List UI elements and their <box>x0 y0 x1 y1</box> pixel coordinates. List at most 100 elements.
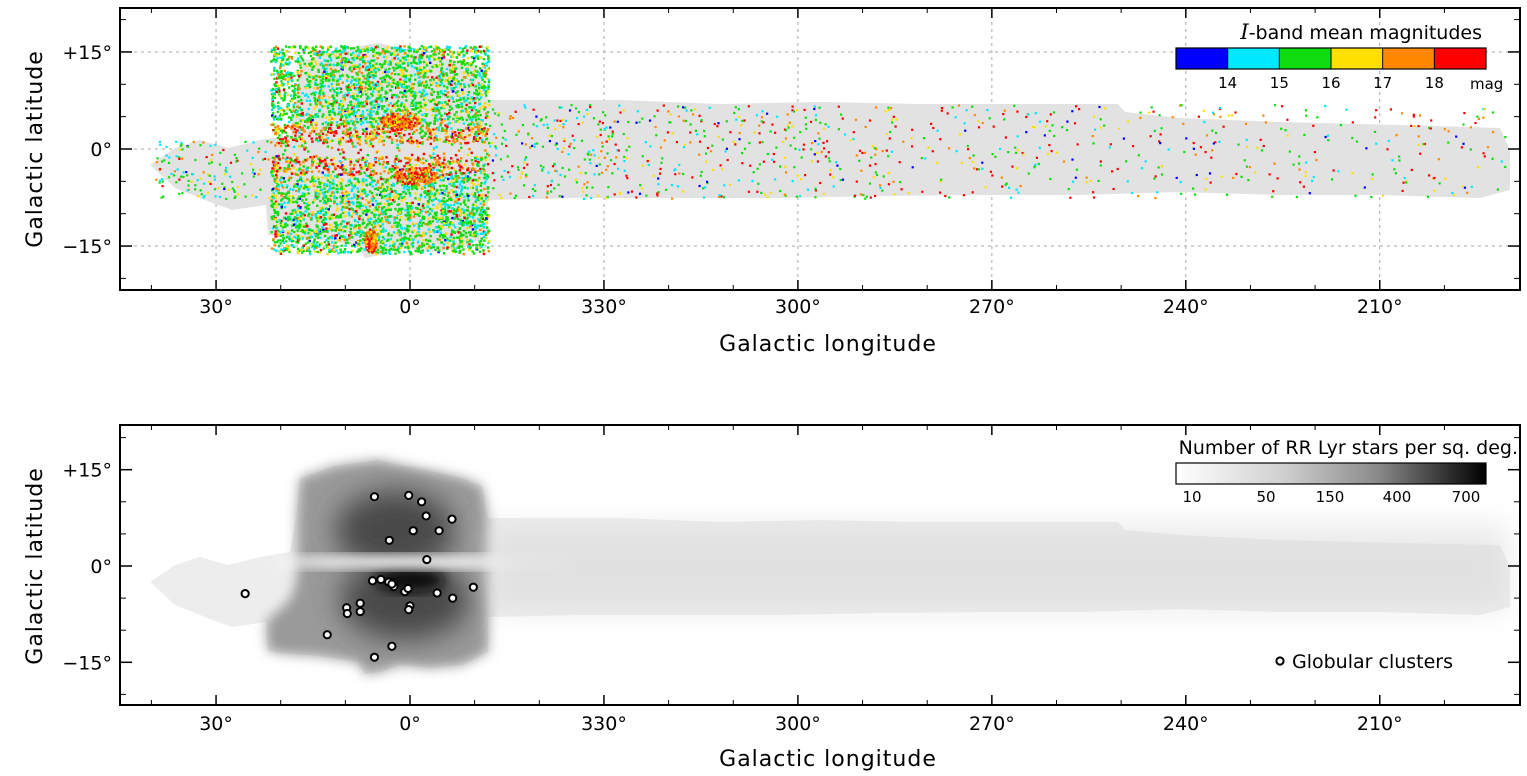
star-point <box>462 129 465 132</box>
star-point <box>404 246 407 249</box>
star-point <box>419 193 423 196</box>
star-point <box>335 187 338 191</box>
star-point <box>347 183 350 187</box>
star-point <box>318 159 322 162</box>
star-point <box>486 174 489 177</box>
star-point <box>396 210 400 213</box>
star-point <box>377 238 380 242</box>
star-point <box>384 90 387 93</box>
star-point <box>319 192 322 195</box>
star-point <box>414 186 417 190</box>
star-point <box>443 158 446 162</box>
star-point <box>441 78 444 82</box>
star-point <box>430 88 434 91</box>
star-point <box>346 133 349 136</box>
star-point <box>444 93 447 97</box>
star-point <box>463 209 466 212</box>
star-point <box>332 73 335 77</box>
star-point <box>288 250 291 254</box>
star-point <box>460 146 463 149</box>
star-point <box>423 90 426 93</box>
star-point <box>404 192 408 195</box>
star-point <box>459 136 463 139</box>
star-point <box>417 203 420 206</box>
star-point <box>290 73 293 77</box>
star-point <box>410 185 414 188</box>
star-point <box>288 167 291 171</box>
star-point <box>294 125 298 128</box>
star-point <box>281 156 285 160</box>
star-point <box>382 114 385 118</box>
star-point <box>367 201 371 204</box>
star-point <box>292 160 295 163</box>
star-point <box>352 47 355 50</box>
star-point <box>442 203 445 206</box>
star-point <box>279 56 282 59</box>
star-point <box>381 163 385 166</box>
star-point <box>291 125 294 128</box>
star-point <box>355 79 358 82</box>
star-point <box>361 90 364 93</box>
star-point <box>371 138 374 141</box>
star-point <box>356 179 360 183</box>
star-point <box>344 122 347 125</box>
star-point <box>465 118 468 122</box>
star-point <box>471 162 474 165</box>
star-point <box>431 156 435 159</box>
star-point <box>472 244 475 247</box>
star-point <box>420 187 424 190</box>
star-point <box>466 168 470 171</box>
star-point <box>309 217 312 220</box>
star-point <box>410 210 413 214</box>
star-point <box>322 213 325 217</box>
star-point <box>316 115 320 118</box>
star-point <box>293 74 296 78</box>
star-point <box>448 81 451 84</box>
star-point <box>334 229 337 232</box>
star-point <box>377 97 381 100</box>
star-point <box>418 244 421 248</box>
star-point <box>480 138 484 141</box>
star-point <box>369 132 372 135</box>
star-point <box>365 77 368 81</box>
star-point <box>292 138 295 142</box>
star-point <box>302 129 305 132</box>
star-point <box>322 207 325 211</box>
star-point <box>483 235 486 239</box>
star-point <box>359 139 362 143</box>
star-point <box>471 186 474 190</box>
star-point <box>449 223 452 226</box>
star-point <box>318 110 321 113</box>
star-point <box>431 76 434 79</box>
star-point <box>353 54 356 57</box>
star-point <box>296 229 299 232</box>
star-point <box>324 126 327 129</box>
star-point <box>280 194 283 197</box>
star-point <box>479 113 482 117</box>
star-point <box>389 61 393 64</box>
star-point <box>455 160 459 163</box>
star-point <box>364 117 367 120</box>
star-point <box>396 53 399 56</box>
star-point <box>400 216 403 219</box>
star-point <box>379 241 383 244</box>
star-point <box>485 94 488 97</box>
star-point <box>414 213 417 216</box>
star-point <box>465 70 468 73</box>
star-point <box>431 168 435 171</box>
star-point <box>399 59 402 62</box>
star-point <box>300 108 303 112</box>
star-point <box>404 77 408 80</box>
star-point <box>299 171 303 175</box>
star-point <box>401 127 405 130</box>
star-point <box>273 105 277 108</box>
star-point <box>389 247 393 251</box>
star-point <box>274 218 277 221</box>
star-point <box>433 139 436 142</box>
star-point <box>407 229 410 232</box>
star-point <box>402 75 405 78</box>
star-point <box>440 68 443 71</box>
star-point <box>357 102 360 105</box>
star-point <box>410 91 413 94</box>
